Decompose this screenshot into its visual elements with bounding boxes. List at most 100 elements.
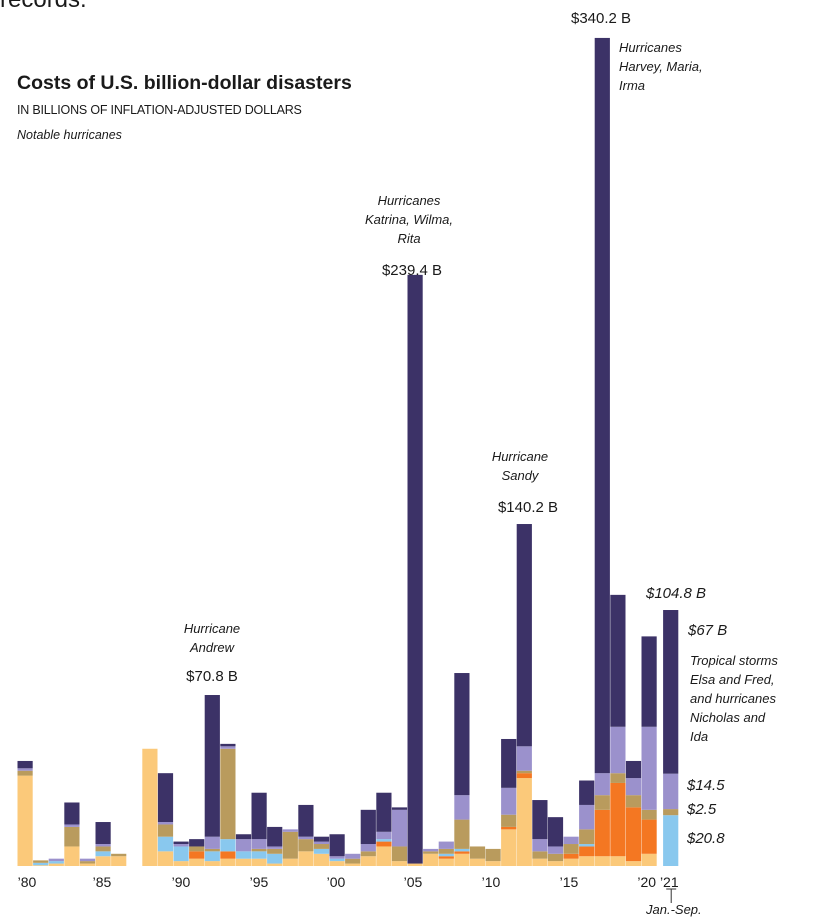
bar-1993-s0 xyxy=(220,858,236,866)
bar-1994-s5 xyxy=(235,834,252,840)
bar-2017-s4 xyxy=(594,773,610,796)
bar-1989-s5 xyxy=(157,773,174,823)
bar-2016-s5 xyxy=(579,780,595,805)
bar-2009-s0 xyxy=(469,858,486,866)
bar-2014-s4 xyxy=(547,846,564,854)
bar-1991-s1 xyxy=(189,851,205,859)
bar-1999-s0 xyxy=(313,853,330,866)
bar-1993-s2 xyxy=(220,839,236,852)
bar-2021-s2 xyxy=(663,815,679,866)
bar-2005-s0 xyxy=(407,863,423,866)
bar-2016-s1 xyxy=(579,846,595,857)
bar-2001-s4 xyxy=(345,853,361,859)
x-tick-1995: ’95 xyxy=(249,874,269,890)
bar-2013-s3 xyxy=(532,851,548,859)
segment-label-2021-purple: $14.5 xyxy=(687,777,725,794)
bar-2009-s3 xyxy=(469,846,486,859)
value-2021-hurricanes: $67 B xyxy=(688,622,728,639)
bar-1985-s0 xyxy=(95,856,111,866)
bar-2013-s0 xyxy=(532,858,548,866)
annotation-katrina: Hurricanes Katrina, Wilma, Rita xyxy=(364,193,454,246)
segment-label-2021-blue: $20.8 xyxy=(687,830,725,847)
bar-1999-s5 xyxy=(313,836,330,842)
x-tick-2015: ’15 xyxy=(559,874,579,890)
x-tick-2000: ’00 xyxy=(326,874,346,890)
chart-title: Costs of U.S. billion-dollar disasters xyxy=(17,72,352,94)
segment-label-2021-tan: $2.5 xyxy=(687,801,717,818)
bar-1988-s0 xyxy=(142,748,158,866)
bar-1983-s4 xyxy=(64,824,80,827)
bar-2011-s1 xyxy=(501,826,517,830)
bar-1986-s3 xyxy=(111,853,127,857)
bar-2008-s4 xyxy=(454,795,470,820)
bar-1984-s4 xyxy=(79,858,96,862)
chart-subtitle: IN BILLIONS OF INFLATION-ADJUSTED DOLLAR… xyxy=(17,103,302,117)
bar-2017-s3 xyxy=(594,795,610,810)
bar-2012-s0 xyxy=(516,778,532,866)
bar-1994-s0 xyxy=(235,858,252,866)
bar-2006-s0 xyxy=(423,853,439,866)
bar-2008-s3 xyxy=(454,819,470,849)
bar-2003-s0 xyxy=(376,846,392,866)
bar-1981-s2 xyxy=(33,862,49,866)
bar-1980-s5 xyxy=(17,760,33,769)
bar-1984-s0 xyxy=(79,863,96,866)
bar-1995-s4 xyxy=(251,839,267,849)
bar-2011-s5 xyxy=(501,738,517,788)
bar-2018-s5 xyxy=(610,594,626,727)
bar-2007-s1 xyxy=(438,856,454,859)
bar-2007-s4 xyxy=(438,841,454,849)
bar-2002-s3 xyxy=(360,851,376,857)
bar-1989-s2 xyxy=(157,836,174,852)
bar-2008-s5 xyxy=(454,673,470,796)
bar-1992-s0 xyxy=(204,861,220,866)
bar-1997-s0 xyxy=(282,858,298,866)
bar-2007-s3 xyxy=(438,848,454,854)
bar-2019-s4 xyxy=(625,778,642,796)
bar-2007-s0 xyxy=(438,858,454,866)
x-tick-2005: ’05 xyxy=(403,874,423,890)
bar-1993-s3 xyxy=(220,748,236,840)
bar-1995-s0 xyxy=(251,858,267,866)
bar-2008-s1 xyxy=(454,851,470,854)
bar-2014-s3 xyxy=(547,853,564,862)
bar-2002-s5 xyxy=(360,809,376,845)
bar-1993-s5 xyxy=(220,743,236,747)
bar-1995-s2 xyxy=(251,851,267,859)
bar-1991-s5 xyxy=(189,839,205,847)
bar-2016-s4 xyxy=(579,804,595,830)
bar-1981-s0 xyxy=(33,865,49,866)
bar-2005-s5 xyxy=(407,274,423,864)
bar-2000-s4 xyxy=(329,856,345,859)
bar-1990-s4 xyxy=(173,844,189,847)
bar-1998-s5 xyxy=(298,804,314,837)
annotation-2021: Tropical storms Elsa and Fred, and hurri… xyxy=(690,653,778,744)
bar-2013-s5 xyxy=(532,800,548,840)
annotation-sandy: Hurricane Sandy xyxy=(491,449,549,483)
bar-2015-s0 xyxy=(563,858,579,866)
bar-2014-s5 xyxy=(547,817,564,847)
bar-1990-s2 xyxy=(173,846,189,862)
bar-2015-s3 xyxy=(563,844,579,854)
bar-1992-s4 xyxy=(204,836,220,849)
bar-1985-s2 xyxy=(95,851,111,857)
bar-1995-s5 xyxy=(251,792,267,840)
bar-2016-s2 xyxy=(579,844,595,847)
bar-2020-s1 xyxy=(641,819,657,854)
bar-1980-s0 xyxy=(17,775,33,866)
bar-1985-s4 xyxy=(95,844,111,847)
bar-1990-s5 xyxy=(173,841,189,845)
bar-1983-s3 xyxy=(64,826,80,847)
bar-1999-s4 xyxy=(313,841,330,845)
bar-1993-s1 xyxy=(220,851,236,859)
bar-1991-s3 xyxy=(189,846,205,852)
bar-1997-s4 xyxy=(282,829,298,832)
bar-2003-s2 xyxy=(376,839,392,842)
bar-2011-s3 xyxy=(501,814,517,827)
bar-1996-s4 xyxy=(267,846,283,849)
bar-2012-s3 xyxy=(516,770,532,774)
bar-1982-s0 xyxy=(48,863,64,866)
x-tick-1990: ’90 xyxy=(171,874,191,890)
bar-1996-s5 xyxy=(267,826,283,847)
